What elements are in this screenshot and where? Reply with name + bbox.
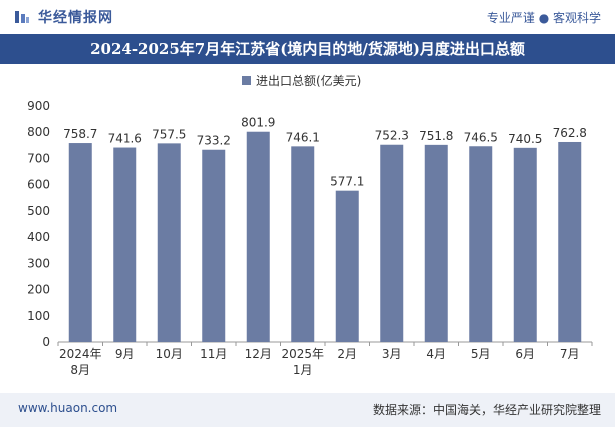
- data-label: 751.8: [419, 129, 453, 143]
- x-tick-label: 4月: [426, 347, 446, 361]
- bar: [202, 149, 226, 342]
- chart-title: 2024-2025年7月年江苏省(境内目的地/货源地)月度进出口总额: [90, 40, 525, 58]
- x-tick-label: 7月: [560, 347, 580, 361]
- data-label: 757.5: [152, 127, 186, 141]
- y-tick-label: 200: [27, 283, 50, 297]
- y-tick-label: 600: [27, 178, 50, 192]
- x-tick-label: 12月: [245, 347, 272, 361]
- legend-swatch: [242, 76, 251, 85]
- bar: [246, 131, 270, 342]
- bar: [380, 144, 404, 342]
- logo-icon: [15, 11, 29, 23]
- y-tick-label: 900: [27, 99, 50, 113]
- x-tick-label: 2024年: [59, 347, 102, 361]
- footer: www.huaon.com 数据来源：中国海关，华经产业研究院整理: [0, 393, 615, 427]
- data-label: 758.7: [63, 127, 97, 141]
- data-label: 733.2: [197, 134, 231, 148]
- x-tick-label: 1月: [293, 363, 313, 377]
- y-tick-label: 0: [42, 335, 50, 349]
- data-label: 746.1: [286, 130, 320, 144]
- bar: [558, 141, 582, 342]
- data-label: 762.8: [553, 126, 587, 140]
- x-tick-label: 10月: [156, 347, 183, 361]
- bar: [335, 190, 359, 342]
- header-bar: 华经情报网 专业严谨 ● 客观科学: [0, 0, 615, 34]
- bar: [68, 143, 92, 342]
- y-tick-label: 800: [27, 125, 50, 139]
- data-label: 577.1: [330, 175, 364, 189]
- x-tick-label: 6月: [515, 347, 535, 361]
- x-tick-label: 11月: [200, 347, 227, 361]
- y-tick-label: 400: [27, 230, 50, 244]
- y-tick-label: 500: [27, 204, 50, 218]
- data-label: 752.3: [375, 129, 409, 143]
- y-tick-label: 300: [27, 256, 50, 270]
- data-label: 746.5: [464, 130, 498, 144]
- data-label: 740.5: [508, 132, 542, 146]
- data-label: 741.6: [108, 132, 142, 146]
- data-label: 801.9: [241, 116, 275, 130]
- bar: [513, 147, 537, 342]
- x-tick-label: 8月: [70, 363, 90, 377]
- bar: [291, 146, 315, 342]
- bar: [424, 144, 448, 342]
- x-tick-label: 2月: [337, 347, 357, 361]
- footer-url[interactable]: www.huaon.com: [18, 401, 118, 415]
- bar-chart: 进出口总额(亿美元) 0 100 200 300 400 500 600 700 800 900 75…: [27, 73, 593, 377]
- data-source: 数据来源：中国海关，华经产业研究院整理: [372, 403, 601, 417]
- bar: [469, 146, 493, 342]
- x-tick-label: 5月: [471, 347, 491, 361]
- logo-text: 华经情报网: [38, 10, 113, 26]
- title-band: 2024-2025年7月年江苏省(境内目的地/货源地)月度进出口总额: [0, 34, 615, 64]
- y-tick-label: 100: [27, 309, 50, 323]
- y-tick-label: 700: [27, 151, 50, 165]
- bar: [157, 143, 181, 342]
- x-tick-label: 9月: [115, 347, 135, 361]
- bar: [113, 147, 137, 342]
- x-tick-label: 2025年: [281, 347, 324, 361]
- legend-label: 进出口总额(亿美元): [256, 73, 361, 88]
- x-tick-label: 3月: [382, 347, 402, 361]
- tagline: 专业严谨 ● 客观科学: [486, 11, 601, 25]
